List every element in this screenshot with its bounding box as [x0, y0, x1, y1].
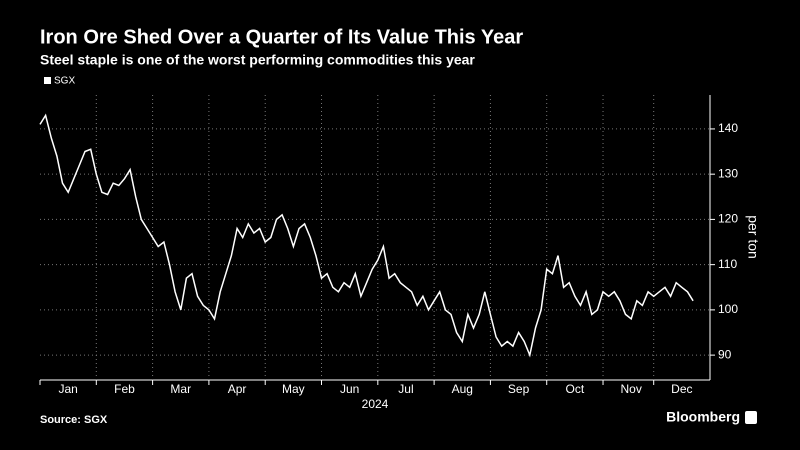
x-tick-label: Apr [228, 382, 247, 396]
y-tick-label: 120 [718, 212, 738, 226]
x-tick-label: Nov [621, 382, 642, 396]
y-tick-label: 90 [718, 347, 732, 361]
legend-swatch [44, 77, 51, 84]
x-tick-label: Jul [398, 382, 413, 396]
y-tick-label: 100 [718, 302, 738, 316]
x-tick-label: Oct [566, 382, 585, 396]
chart-subtitle: Steel staple is one of the worst perform… [40, 52, 475, 68]
x-tick-label: Mar [170, 382, 191, 396]
x-axis-label: 2024 [362, 397, 389, 411]
x-tick-label: Dec [671, 382, 692, 396]
brand-icon [745, 411, 757, 424]
line-series [39, 113, 694, 358]
x-tick-label: Sep [508, 382, 530, 396]
x-tick-label: Feb [114, 382, 135, 396]
x-tick-label: Aug [452, 382, 473, 396]
y-tick-label: 110 [718, 257, 737, 271]
x-tick-label: Jan [58, 382, 77, 396]
x-tick-label: Jun [340, 382, 359, 396]
chart-title: Iron Ore Shed Over a Quarter of Its Valu… [40, 26, 523, 48]
y-axis-label: per ton [745, 215, 761, 259]
legend-label: SGX [54, 76, 75, 87]
y-tick-label: 130 [718, 166, 738, 180]
x-tick-label: May [282, 382, 305, 396]
source: Source: SGX [40, 414, 108, 426]
y-tick-label: 140 [718, 121, 738, 135]
brand: Bloomberg [666, 409, 740, 425]
